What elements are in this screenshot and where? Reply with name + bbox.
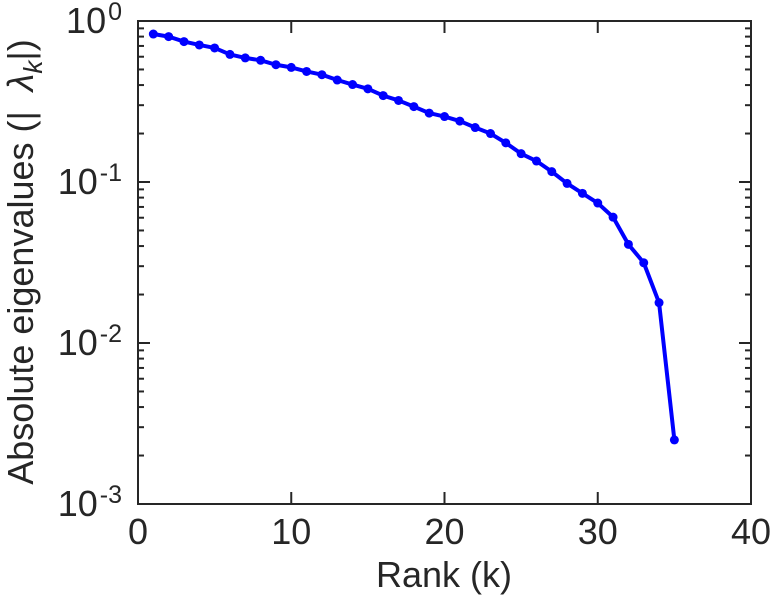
x-tick-label: 10: [271, 511, 312, 552]
lambda-symbol: λ: [0, 73, 41, 92]
data-point-marker: [531, 156, 541, 166]
data-point-marker: [440, 112, 449, 122]
y-tick-base: 10: [57, 483, 98, 524]
y-axis-label: Absolute eigenvalues (| λk|): [0, 39, 48, 485]
x-tick-label: 40: [730, 511, 772, 552]
y-tick-exponent: -1: [99, 159, 122, 187]
y-tick-label: 10-1: [57, 161, 122, 202]
data-point-marker: [194, 40, 204, 50]
data-point-marker: [240, 53, 250, 63]
y-tick-label: 100: [66, 0, 122, 41]
y-tick-base: 10: [66, 0, 107, 41]
data-point-marker: [286, 62, 296, 72]
data-point-marker: [593, 198, 603, 208]
data-point-marker: [348, 80, 358, 90]
data-point-marker: [424, 108, 434, 118]
data-point-marker: [332, 75, 342, 85]
data-point-marker: [516, 149, 526, 159]
data-point-marker: [470, 123, 480, 133]
data-point-marker: [225, 49, 235, 59]
data-point-marker: [164, 32, 174, 42]
data-point-marker: [639, 258, 649, 268]
data-point-marker: [317, 70, 327, 80]
data-point-marker: [148, 29, 158, 39]
data-point-marker: [363, 84, 373, 94]
y-tick-exponent: 0: [108, 0, 122, 26]
data-point-marker: [455, 116, 465, 126]
lambda-subscript: k: [18, 60, 48, 74]
y-tick-base: 10: [57, 161, 98, 202]
plot-area: [137, 20, 752, 505]
x-axis-label: Rank (k): [375, 554, 513, 595]
x-tick-label: 30: [577, 511, 618, 552]
x-tick-label: 20: [424, 511, 465, 552]
data-point-marker: [669, 435, 679, 445]
data-point-marker: [409, 102, 419, 112]
axes-box: [137, 20, 752, 505]
data-point-marker: [547, 167, 557, 177]
eigenvalue-curve: [151, 32, 677, 442]
data-point-marker: [577, 188, 587, 198]
data-point-marker: [394, 95, 404, 105]
data-point-marker: [378, 91, 388, 101]
data-point-marker: [256, 55, 266, 65]
y-axis-label-suffix: |): [0, 39, 41, 61]
data-point-marker: [179, 37, 189, 47]
y-tick-label: 10-3: [57, 483, 122, 524]
data-point-marker: [608, 212, 618, 222]
data-point-marker: [654, 298, 664, 308]
data-point-marker: [562, 178, 572, 188]
y-tick-exponent: -3: [99, 481, 122, 509]
data-point-marker: [623, 239, 633, 249]
y-tick-exponent: -2: [99, 320, 122, 348]
data-point-marker: [501, 138, 511, 148]
y-tick-label: 10-2: [57, 322, 122, 363]
y-axis-label-prefix: Absolute eigenvalues (|: [0, 111, 41, 485]
x-tick-label: 0: [127, 511, 149, 552]
data-point-marker: [485, 129, 495, 139]
data-point-marker: [302, 66, 312, 76]
data-point-marker: [271, 60, 281, 70]
data-point-marker: [210, 43, 220, 53]
y-tick-base: 10: [57, 322, 98, 363]
